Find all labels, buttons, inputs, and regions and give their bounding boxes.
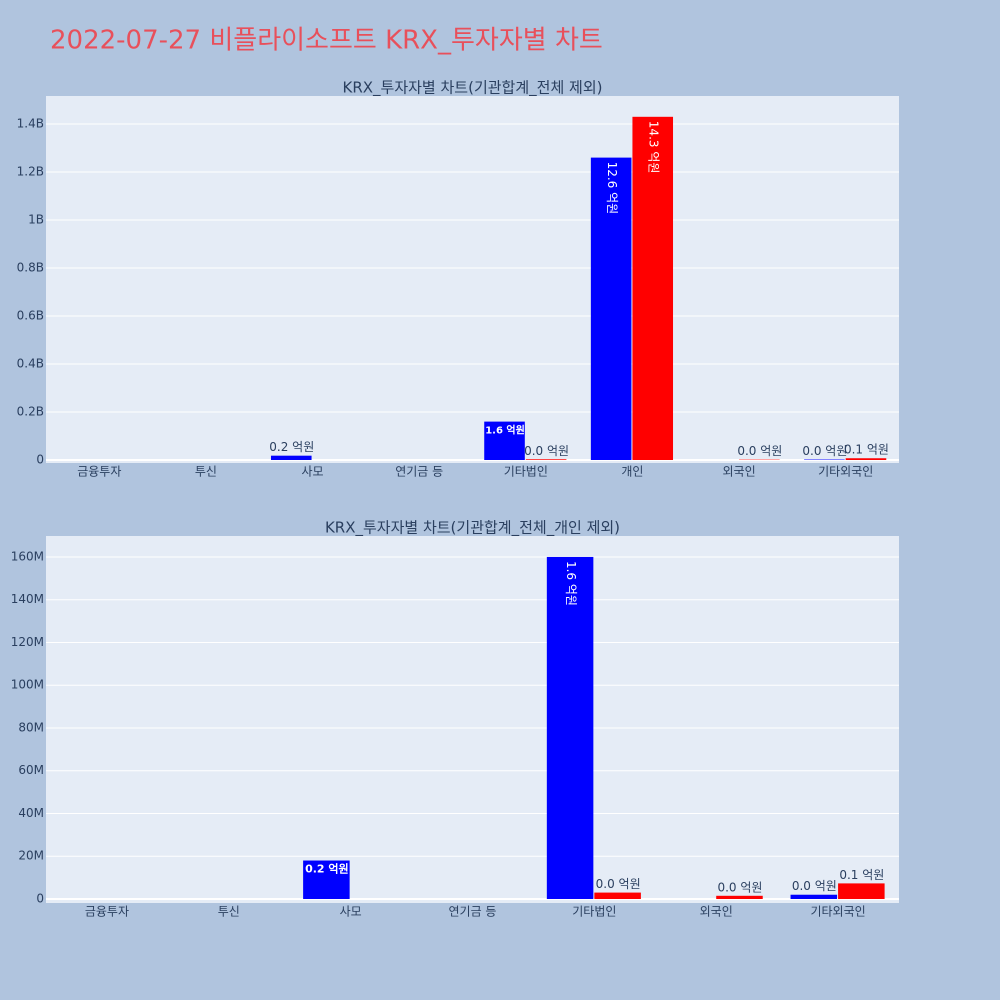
value-label: 0.1 억원	[839, 868, 884, 882]
x-tick-label: 사모	[302, 465, 324, 479]
value-label: 0.0 억원	[717, 880, 762, 894]
chart-title: KRX_투자자별 차트(기관합계_전체 제외)	[343, 79, 603, 98]
x-tick-label: 기타외국인	[818, 465, 873, 479]
plot-area	[46, 536, 899, 903]
y-tick-label: 80M	[18, 720, 44, 734]
value-label: 12.6 억원	[605, 162, 619, 215]
x-tick-label: 연기금 등	[449, 905, 497, 919]
bar	[484, 421, 525, 461]
x-tick-label: 기타법인	[572, 905, 616, 919]
x-tick-label: 금융투자	[77, 465, 121, 479]
value-label: 0.0 억원	[737, 444, 782, 458]
value-label: 0.0 억원	[802, 444, 847, 458]
y-tick-label: 140M	[11, 592, 44, 606]
bar	[525, 459, 567, 461]
bar	[838, 883, 885, 900]
bar	[590, 157, 632, 461]
bar	[546, 556, 594, 900]
bar	[594, 892, 641, 900]
value-label: 1.6 억원	[485, 424, 525, 437]
y-tick-label: 0	[36, 453, 44, 467]
plot-area	[46, 96, 899, 463]
y-tick-label: 0.4B	[17, 357, 44, 371]
x-tick-label: 투신	[218, 905, 240, 919]
y-tick-label: 1.4B	[17, 117, 44, 131]
y-tick-label: 1B	[28, 213, 44, 227]
x-tick-label: 외국인	[723, 465, 756, 479]
value-label: 0.1 억원	[844, 443, 889, 457]
y-tick-label: 0	[36, 892, 44, 906]
x-tick-label: 연기금 등	[395, 465, 443, 479]
x-tick-label: 기타외국인	[810, 905, 865, 919]
x-tick-label: 금융투자	[85, 905, 129, 919]
value-label: 14.3 억원	[647, 121, 661, 174]
chart-title: KRX_투자자별 차트(기관합계_전체_개인 제외)	[325, 519, 620, 538]
x-tick-label: 투신	[195, 465, 217, 479]
bar	[303, 860, 350, 900]
value-label: 1.6 억원	[564, 561, 578, 606]
bar	[845, 458, 887, 461]
y-tick-label: 0.6B	[17, 309, 44, 323]
y-tick-label: 100M	[11, 678, 44, 692]
x-tick-label: 기타법인	[504, 465, 548, 479]
bar	[270, 455, 312, 461]
y-tick-label: 0.8B	[17, 261, 44, 275]
y-tick-label: 60M	[18, 763, 44, 777]
page-title: 2022-07-27 비플라이소프트 KRX_투자자별 차트	[50, 26, 603, 56]
y-tick-label: 20M	[18, 849, 44, 863]
x-tick-label: 개인	[621, 465, 643, 479]
value-label: 0.0 억원	[792, 879, 837, 893]
bar	[790, 894, 838, 900]
value-label: 0.0 억원	[596, 877, 641, 891]
x-tick-label: 외국인	[700, 905, 733, 919]
value-label: 0.2 억원	[269, 440, 314, 454]
bar	[716, 895, 763, 900]
bar	[632, 116, 674, 461]
y-tick-label: 1.2B	[17, 165, 44, 179]
y-tick-label: 40M	[18, 806, 44, 820]
y-tick-label: 160M	[11, 549, 44, 563]
x-tick-label: 사모	[340, 905, 362, 919]
value-label: 0.0 억원	[524, 444, 569, 458]
y-tick-label: 120M	[11, 635, 44, 649]
y-tick-label: 0.2B	[17, 405, 44, 419]
value-label: 0.2 억원	[305, 862, 349, 876]
